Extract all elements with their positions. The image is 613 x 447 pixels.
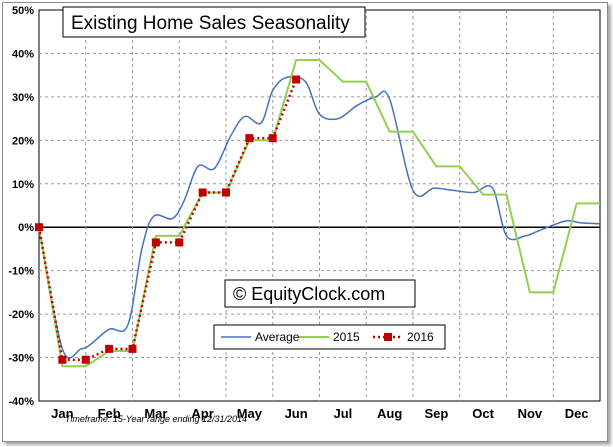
chart-title: Existing Home Sales Seasonality xyxy=(71,13,350,34)
series-line-average xyxy=(38,75,601,359)
x-tick-label: Dec xyxy=(565,406,589,421)
y-tick-label: -20% xyxy=(8,309,34,321)
y-tick-label: 0% xyxy=(18,222,34,234)
y-axis-tick-labels: -40% -30% -20% -10% 0% 10% 20% 30% 40% 50% xyxy=(8,5,34,408)
x-tick-label: Jul xyxy=(333,406,352,421)
series-point-2016 xyxy=(175,238,184,247)
y-tick-label: 10% xyxy=(12,179,34,191)
x-tick-label: Sep xyxy=(424,406,448,421)
legend-items: Average 2015 2016 xyxy=(221,330,434,344)
y-tick-label: 20% xyxy=(12,135,34,147)
chart-frame: -40% -30% -20% -10% 0% 10% 20% 30% 40% 50% Jan Feb… xyxy=(2,2,608,442)
title-box xyxy=(62,6,366,38)
legend xyxy=(213,324,446,350)
watermark: © EquityClock.com xyxy=(233,284,385,304)
series-point-2016 xyxy=(198,188,207,197)
legend-label-2015: 2015 xyxy=(333,330,360,344)
legend-marker-2016 xyxy=(384,333,392,341)
y-tick-label: 40% xyxy=(12,48,34,60)
x-tick-label: May xyxy=(237,406,263,421)
x-tick-label: Aug xyxy=(377,406,402,421)
series-point-2016 xyxy=(58,355,67,364)
series-point-2016 xyxy=(292,75,301,84)
x-tick-label: Mar xyxy=(144,406,167,421)
x-tick-label: Jan xyxy=(51,406,73,421)
x-tick-label: Feb xyxy=(98,406,121,421)
chart: -40% -30% -20% -10% 0% 10% 20% 30% 40% 50% Jan Feb… xyxy=(8,5,601,424)
series-point-2016 xyxy=(105,344,114,353)
footnote: Timeframe: 15-Year range ending 12/31/20… xyxy=(65,414,247,424)
legend-label-2016: 2016 xyxy=(407,330,434,344)
series-point-2016 xyxy=(245,134,254,143)
y-tick-label: -40% xyxy=(8,396,34,408)
y-tick-label: -10% xyxy=(8,266,34,278)
series-point-2016 xyxy=(151,238,160,247)
series-point-2016 xyxy=(35,223,43,232)
legend-label-average: Average xyxy=(255,330,300,344)
x-axis-tick-labels: Jan Feb Mar Apr May Jun Jul Aug Sep Oct Nov Dec xyxy=(51,406,588,421)
series-point-2016 xyxy=(81,355,90,364)
y-tick-label: 50% xyxy=(12,5,34,17)
x-tick-label: Jun xyxy=(285,406,308,421)
series-layer xyxy=(35,58,601,368)
x-tick-label: Oct xyxy=(472,406,494,421)
series-point-2016 xyxy=(128,344,137,353)
y-tick-label: -30% xyxy=(8,353,34,365)
y-tick-label: 30% xyxy=(12,92,34,104)
x-tick-label: Nov xyxy=(518,406,543,421)
x-tick-label: Apr xyxy=(191,406,213,421)
series-point-2016 xyxy=(268,134,277,143)
series-point-2016 xyxy=(222,188,230,197)
watermark-box xyxy=(224,279,416,308)
